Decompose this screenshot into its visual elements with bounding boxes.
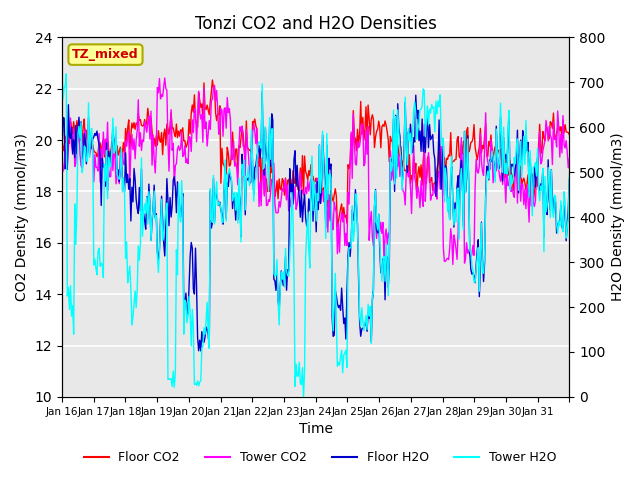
Title: Tonzi CO2 and H2O Densities: Tonzi CO2 and H2O Densities [195,15,436,33]
Y-axis label: CO2 Density (mmol/m3): CO2 Density (mmol/m3) [15,133,29,301]
Y-axis label: H2O Density (mmol/m3): H2O Density (mmol/m3) [611,133,625,301]
Legend: Floor CO2, Tower CO2, Floor H2O, Tower H2O: Floor CO2, Tower CO2, Floor H2O, Tower H… [79,446,561,469]
X-axis label: Time: Time [299,422,333,436]
Text: TZ_mixed: TZ_mixed [72,48,139,61]
